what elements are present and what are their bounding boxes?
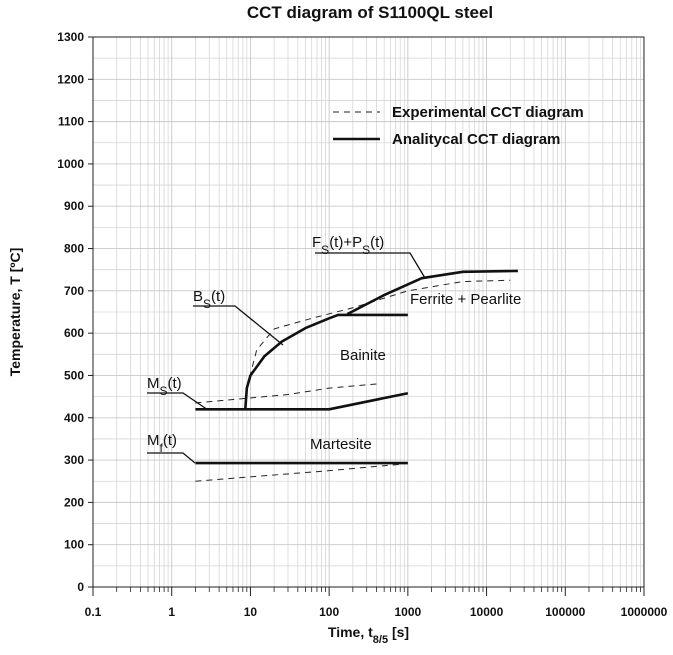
series-line [195,463,401,482]
chart-title: CCT diagram of S1100QL steel [247,3,493,22]
annotation-part: (t) [211,288,225,305]
series-line [243,313,408,410]
annotation-part: S [321,243,329,257]
y-tick-label: 700 [64,284,84,298]
leader-line [147,392,209,411]
series-line [195,383,377,404]
legend-label: Analitycal CCT diagram [392,131,560,148]
y-tick-label: 600 [64,326,84,340]
y-tick-label: 300 [64,453,84,467]
y-tick-label: 100 [64,538,84,552]
series-line [346,269,518,316]
y-tick-label: 900 [64,199,84,213]
x-axis-label-part: Time, t [328,624,373,640]
x-tick-label: 1000000 [621,605,668,619]
region-label: Ferrite + Pearlite [410,291,521,308]
annotation-part: S [362,243,370,257]
annotation: BS(t) [193,288,225,311]
annotation-part: M [147,375,160,392]
annotation-part: B [193,288,203,305]
annotation-part: (t) [370,234,384,251]
y-tick-label: 800 [64,242,84,256]
y-tick-label: 200 [64,495,84,509]
leader-line [315,252,426,279]
y-tick-label: 1200 [57,72,84,86]
y-tick-label: 1300 [57,30,84,44]
y-tick-label: 1100 [58,115,84,129]
region-label: Bainite [340,347,386,364]
x-tick-label: 1 [168,605,175,619]
y-tick-label: 0 [77,580,84,594]
y-tick-label: 500 [64,368,84,382]
x-tick-label: 1000 [395,605,422,619]
annotation: Mf(t) [147,432,177,455]
annotation: FS(t)+PS(t) [312,234,384,257]
x-tick-label: 10 [244,605,258,619]
annotation-part: (t) [163,432,177,449]
annotation-part: M [147,432,160,449]
plot-frame [92,36,645,588]
annotation: MS(t) [147,375,182,398]
annotation-part: f [160,441,164,455]
x-tick-label: 10000 [470,605,504,619]
x-axis-label-part: [s] [388,624,409,640]
x-tick-label: 100 [319,605,339,619]
annotation-part: S [160,384,168,398]
annotation-part: S [203,297,211,311]
x-tick-label: 100000 [545,605,585,619]
y-axis-label: Temperature, T [ºC] [7,248,23,377]
y-tick-label: 1000 [57,157,84,171]
leader-line [193,305,284,346]
x-axis-label-part: 8/5 [373,634,388,646]
annotation-part: (t)+P [329,234,362,251]
series-line [195,391,409,411]
region-label: Martesite [310,436,372,453]
y-tick-label: 400 [64,411,84,425]
x-axis-label: Time, t8/5 [s] [328,624,409,646]
annotation-part: F [312,234,321,251]
x-tick-label: 0.1 [85,605,102,619]
legend-label: Experimental CCT diagram [392,104,584,121]
annotation-part: (t) [168,375,182,392]
leader-line [147,452,196,464]
